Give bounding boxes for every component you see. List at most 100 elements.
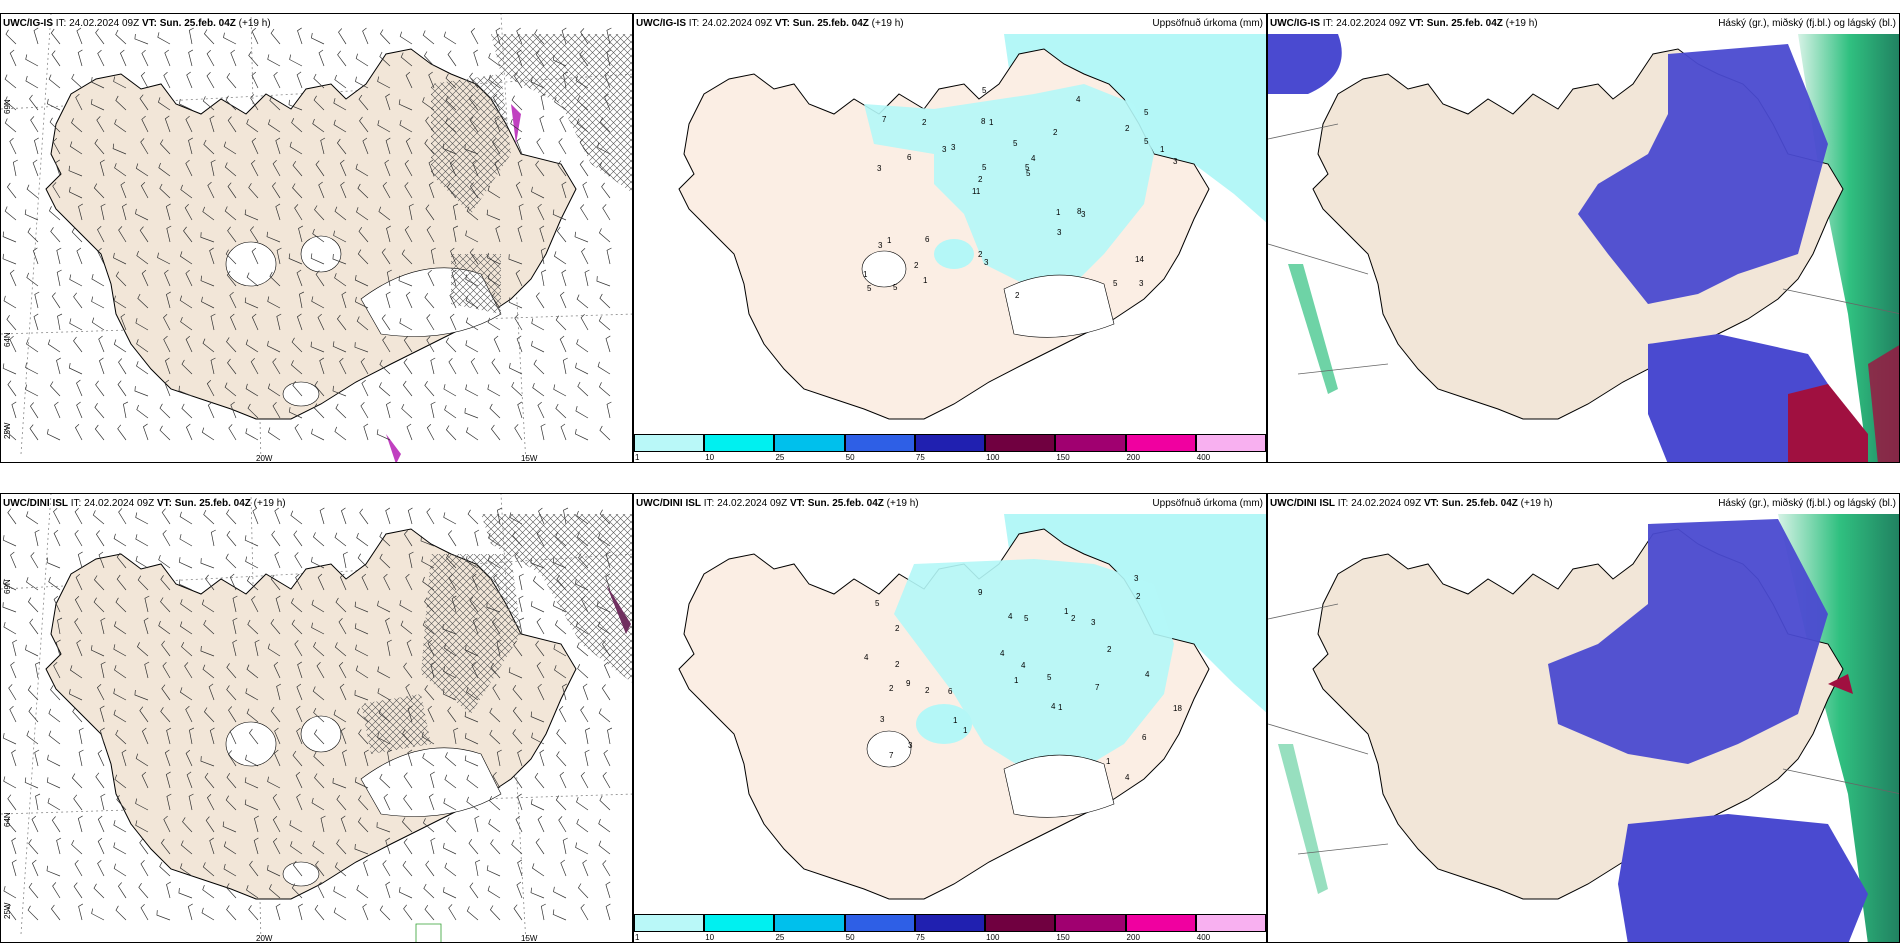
wind-barb xyxy=(428,181,435,199)
precip-value-label: 4 xyxy=(1008,612,1013,621)
wind-barb xyxy=(599,117,611,133)
wind-barb xyxy=(166,225,172,243)
wind-barb xyxy=(443,512,457,525)
wind-barb xyxy=(251,247,259,265)
wind-barb xyxy=(598,708,611,723)
wind-barb xyxy=(311,622,325,635)
wind-barb xyxy=(575,75,589,89)
wind-barb xyxy=(71,227,83,243)
wind-barb xyxy=(541,269,547,287)
panel-wind-top: UWC/IG-IS IT: 24.02.2024 09Z VT: Sun. 25… xyxy=(0,13,633,463)
wind-barb xyxy=(385,881,391,899)
wind-barb xyxy=(486,602,501,613)
panel-header: UWC/DINI ISL IT: 24.02.2024 09Z VT: Sun.… xyxy=(636,498,919,509)
wind-barb xyxy=(267,296,281,309)
wind-barb xyxy=(554,97,567,111)
wind-barb xyxy=(489,707,501,723)
wind-barb xyxy=(360,402,369,419)
wind-barb xyxy=(598,228,611,243)
wind-barb xyxy=(376,429,391,441)
wind-barb xyxy=(98,357,105,375)
wind-barb xyxy=(537,203,545,221)
wind-barb xyxy=(535,292,545,309)
wind-barb xyxy=(166,881,171,899)
wind-barb xyxy=(385,617,391,635)
wind-barb xyxy=(332,777,347,789)
wind-barb xyxy=(292,161,303,177)
wind-barb xyxy=(288,99,303,111)
precip-value-label: 2 xyxy=(1053,128,1058,137)
wind-barb xyxy=(251,27,259,45)
wind-barb xyxy=(27,685,39,701)
wind-barb xyxy=(532,576,545,591)
wind-barb xyxy=(227,358,237,375)
wind-barb xyxy=(424,905,435,921)
wind-barb xyxy=(48,730,61,745)
wind-barb xyxy=(11,401,17,419)
wind-barb xyxy=(577,883,589,899)
wind-barb xyxy=(604,71,611,89)
wind-barb xyxy=(406,639,413,657)
wind-barb xyxy=(539,115,545,133)
wind-barb xyxy=(123,401,129,419)
wind-barb xyxy=(91,274,105,287)
wind-barb xyxy=(49,381,61,397)
wind-barb xyxy=(92,510,105,525)
wind-barb xyxy=(334,273,347,287)
wind-barb xyxy=(296,705,303,723)
wind-barb xyxy=(229,291,237,309)
lat-label-64: 64N xyxy=(3,332,12,347)
wind-barb xyxy=(57,617,63,635)
wind-barb xyxy=(579,138,589,155)
wind-barb xyxy=(179,98,193,111)
wind-barb xyxy=(560,859,567,877)
wind-barb xyxy=(181,359,193,375)
wind-barb xyxy=(334,642,347,657)
wind-barb xyxy=(446,817,457,833)
wind-barb xyxy=(267,427,281,441)
wind-barb xyxy=(71,73,83,89)
wind-barb xyxy=(465,427,479,441)
wind-barb xyxy=(405,137,413,155)
wind-barb xyxy=(267,340,281,353)
wind-barb xyxy=(449,291,457,309)
wind-barb xyxy=(95,380,105,397)
wind-barb xyxy=(294,204,303,221)
wind-barb xyxy=(575,406,589,419)
wind-barb xyxy=(535,50,545,67)
wind-barb xyxy=(160,707,171,723)
wind-barb xyxy=(540,903,546,921)
wind-barb xyxy=(423,883,435,899)
wind-barb xyxy=(556,729,567,745)
wind-barb xyxy=(272,402,281,419)
wind-barb xyxy=(379,51,391,67)
wind-barb xyxy=(2,231,17,243)
wind-barb xyxy=(266,231,281,243)
wind-barb xyxy=(226,73,237,89)
wind-barb xyxy=(201,599,215,613)
wind-barb xyxy=(560,423,567,441)
panel-header: UWC/DINI ISL IT: 24.02.2024 09Z VT: Sun.… xyxy=(3,498,286,509)
wind-barb xyxy=(94,424,105,441)
wind-barb xyxy=(29,424,39,441)
wind-barb xyxy=(230,401,237,419)
precip-value-label: 2 xyxy=(922,118,927,127)
wind-barb xyxy=(290,360,303,375)
wind-barb xyxy=(515,181,523,199)
wind-barb xyxy=(48,74,61,89)
wind-barb xyxy=(472,159,479,177)
wind-barb xyxy=(113,76,127,89)
wind-barb xyxy=(403,838,413,855)
wind-barb xyxy=(78,203,83,221)
wind-barb xyxy=(47,339,61,353)
colorbar-swatch xyxy=(1055,914,1126,932)
wind-barb xyxy=(73,794,83,811)
wind-barb xyxy=(201,907,215,921)
wind-barb xyxy=(159,861,171,877)
colorbar-swatch xyxy=(704,434,775,452)
wind-barb xyxy=(514,424,523,441)
wind-barb xyxy=(76,379,83,397)
wind-barb xyxy=(340,507,347,525)
wind-barb xyxy=(531,186,545,199)
wind-barb xyxy=(486,209,501,221)
